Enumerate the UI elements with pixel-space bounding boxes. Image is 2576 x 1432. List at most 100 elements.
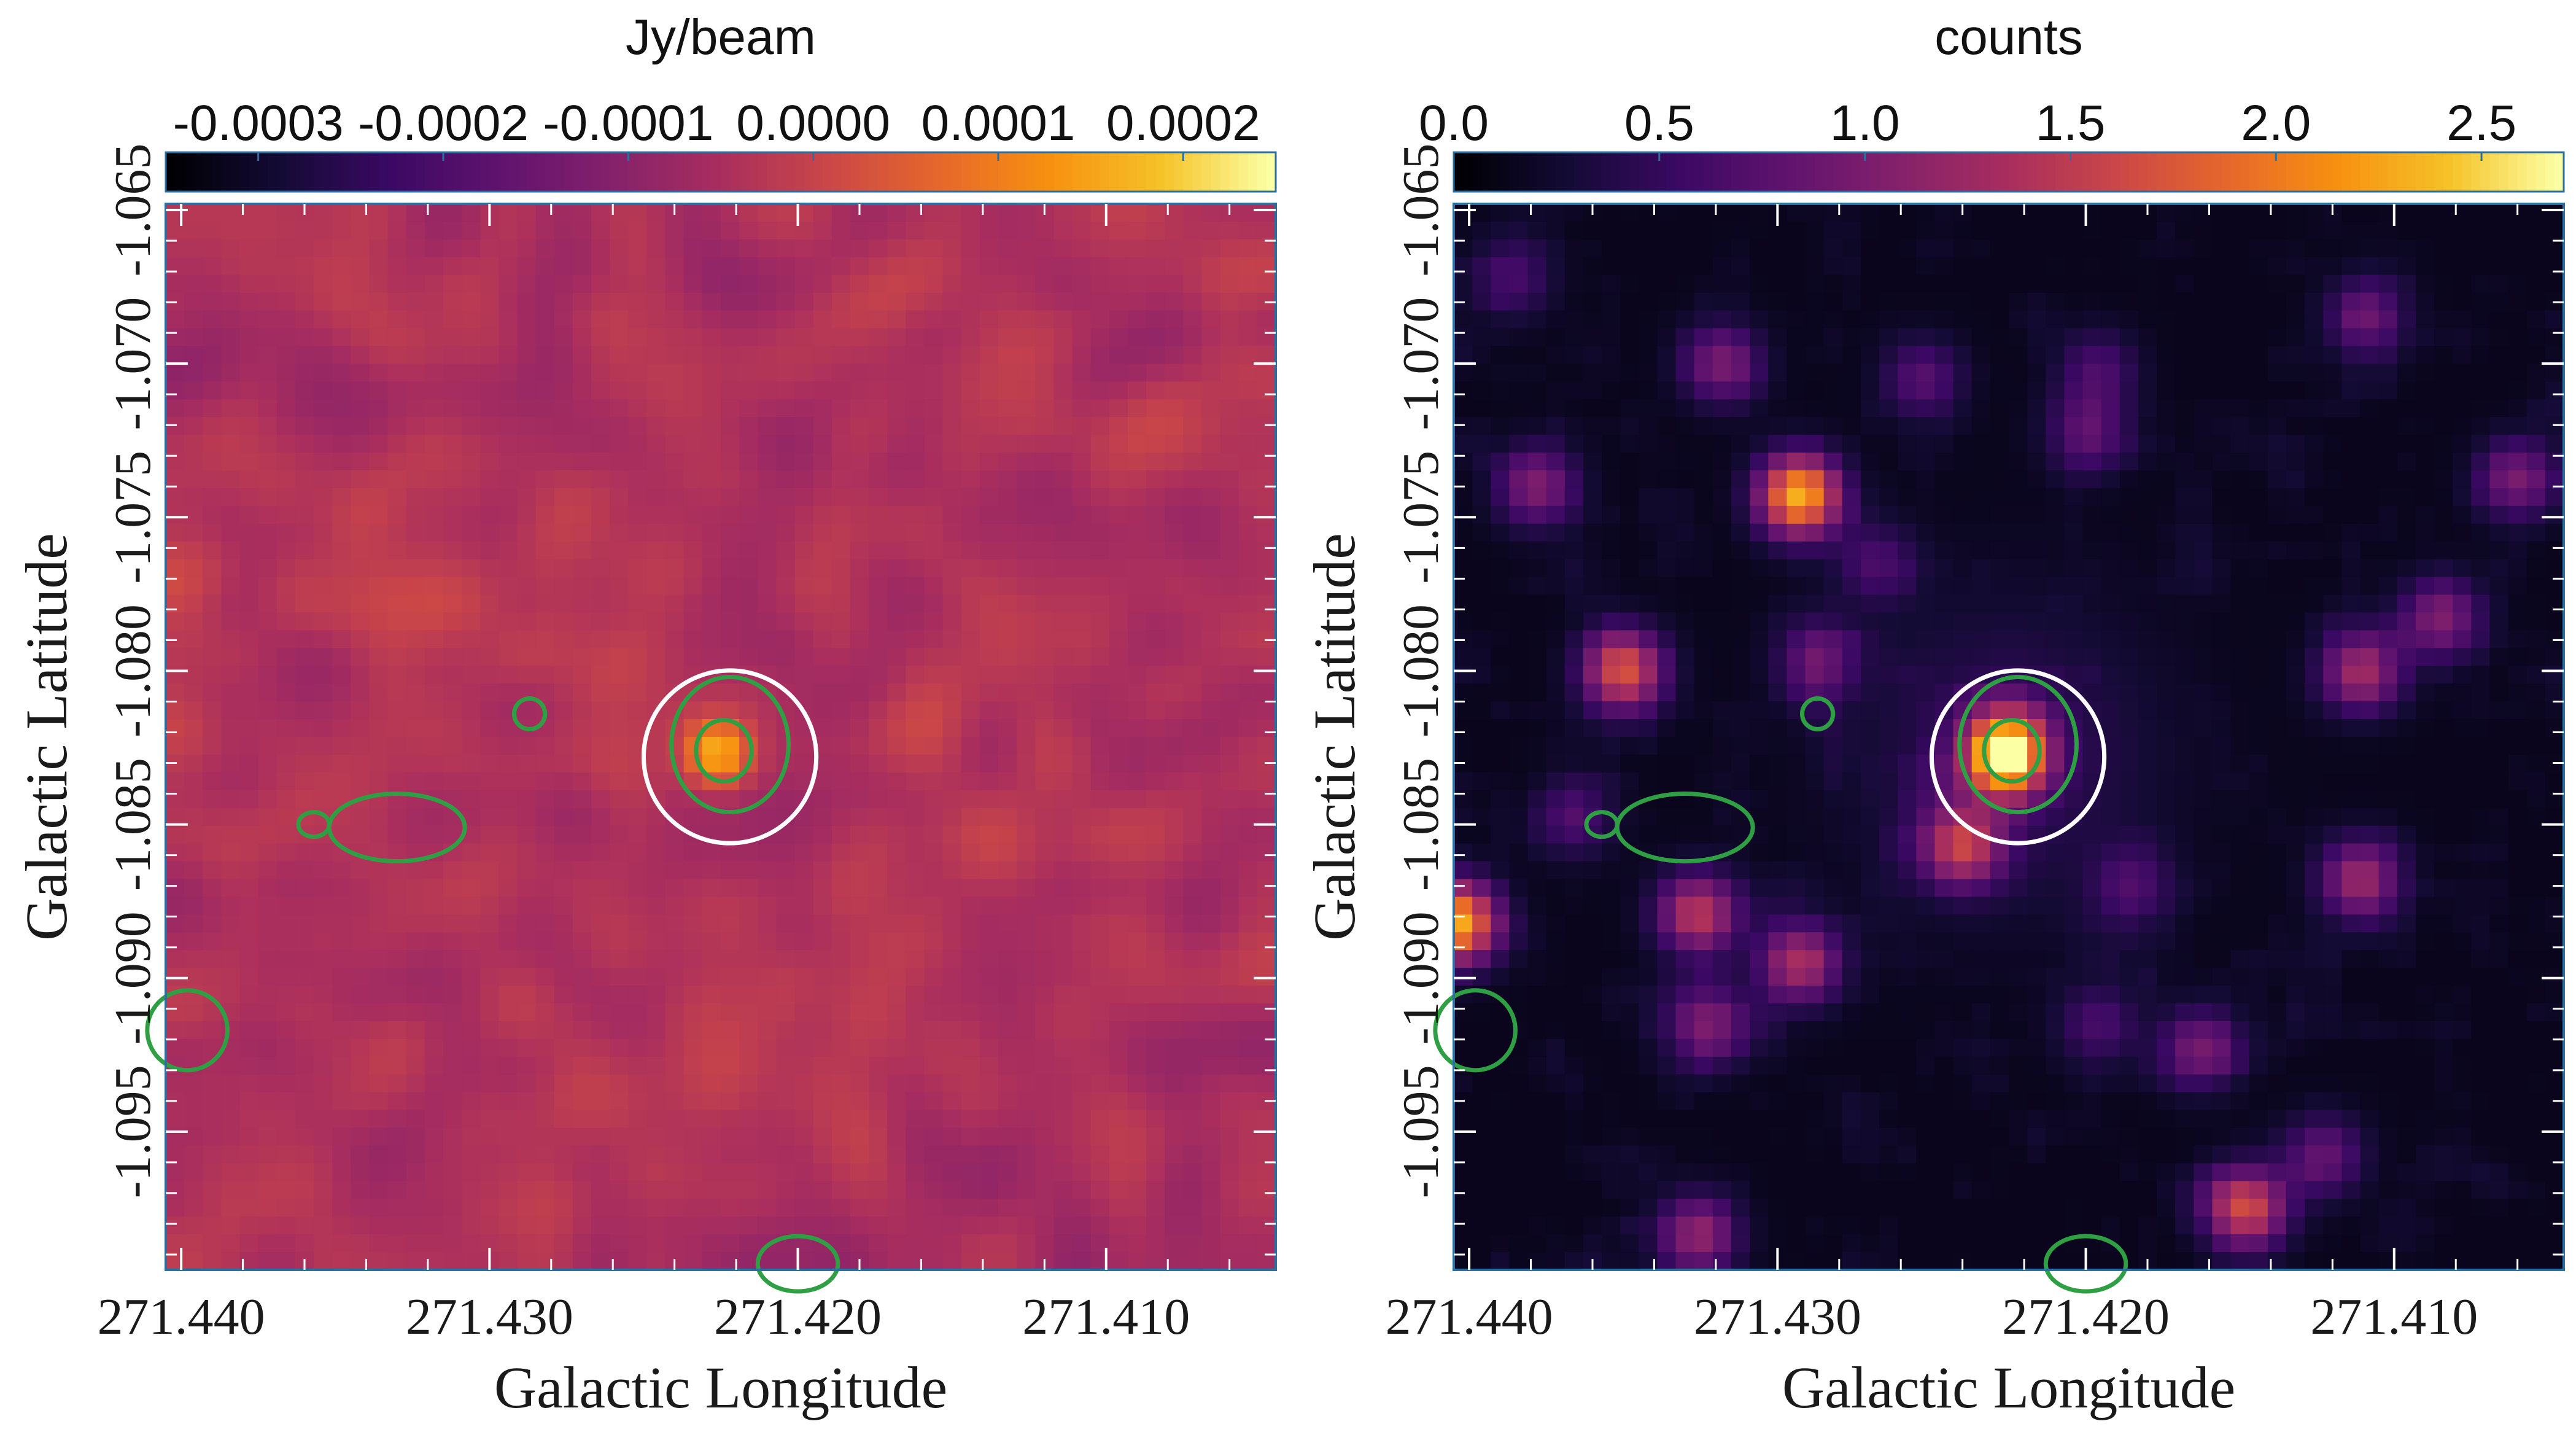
image-pixel xyxy=(221,577,241,596)
image-pixel xyxy=(813,1021,832,1040)
image-pixel xyxy=(1146,221,1165,240)
image-pixel xyxy=(794,292,814,311)
image-pixel xyxy=(942,328,962,347)
image-pixel xyxy=(683,399,703,418)
image-pixel xyxy=(1146,1003,1165,1022)
image-pixel xyxy=(1639,274,1658,294)
image-pixel xyxy=(203,204,222,222)
image-pixel xyxy=(1109,417,1128,435)
image-pixel xyxy=(1053,790,1073,809)
image-pixel xyxy=(1072,1003,1092,1022)
image-pixel xyxy=(942,1181,962,1199)
image-pixel xyxy=(462,968,481,986)
image-pixel xyxy=(1072,968,1092,986)
image-pixel xyxy=(1768,470,1787,489)
image-pixel xyxy=(184,1110,203,1129)
image-pixel xyxy=(646,968,666,986)
image-pixel xyxy=(813,1110,832,1129)
image-pixel xyxy=(295,417,314,435)
image-pixel xyxy=(906,435,925,453)
image-pixel xyxy=(184,754,203,773)
image-pixel xyxy=(850,1074,869,1093)
image-pixel xyxy=(332,1003,351,1022)
contours xyxy=(145,674,840,1294)
image-pixel xyxy=(2119,417,2139,435)
image-pixel xyxy=(1146,1127,1165,1146)
image-pixel xyxy=(462,612,481,631)
image-pixel xyxy=(1053,1199,1073,1217)
image-pixel xyxy=(554,1038,573,1057)
image-pixel xyxy=(295,968,314,986)
image-pixel xyxy=(1257,1163,1276,1181)
image-pixel xyxy=(1675,505,1695,524)
image-pixel xyxy=(850,328,869,347)
image-pixel xyxy=(369,1127,389,1146)
image-pixel xyxy=(2341,470,2361,489)
image-pixel xyxy=(813,861,832,880)
image-pixel xyxy=(462,683,481,702)
image-pixel xyxy=(276,1163,296,1181)
image-pixel xyxy=(961,932,980,951)
image-pixel xyxy=(554,274,573,294)
image-pixel xyxy=(610,417,629,435)
image-pixel xyxy=(1220,559,1240,578)
image-pixel xyxy=(1017,505,1036,524)
image-pixel xyxy=(776,505,796,524)
image-pixel xyxy=(850,488,869,507)
image-pixel xyxy=(794,470,814,489)
image-pixel xyxy=(869,435,888,453)
image-pixel xyxy=(1072,1127,1092,1146)
image-pixel xyxy=(572,1092,592,1111)
image-pixel xyxy=(979,1021,999,1040)
image-pixel xyxy=(2323,257,2342,276)
image-pixel xyxy=(1491,204,1510,222)
image-pixel xyxy=(554,505,573,524)
image-pixel xyxy=(831,1145,851,1164)
image-pixel xyxy=(850,346,869,364)
image-pixel xyxy=(1165,754,1184,773)
image-pixel xyxy=(2027,488,2046,507)
image-pixel xyxy=(1472,453,1491,471)
image-pixel xyxy=(1146,879,1165,897)
image-pixel xyxy=(942,1163,962,1181)
image-pixel xyxy=(462,221,481,240)
image-pixel xyxy=(499,435,518,453)
image-pixel xyxy=(462,470,481,489)
image-pixel xyxy=(184,1163,203,1181)
image-pixel xyxy=(1053,364,1073,382)
image-pixel xyxy=(221,1110,241,1129)
image-pixel xyxy=(1090,683,1110,702)
image-pixel xyxy=(480,754,499,773)
image-pixel xyxy=(683,470,703,489)
image-pixel xyxy=(1053,737,1073,755)
image-pixel xyxy=(351,1056,370,1075)
image-pixel xyxy=(1934,399,1954,418)
image-pixel xyxy=(184,825,203,844)
image-pixel xyxy=(776,204,796,222)
image-pixel xyxy=(1035,861,1054,880)
image-pixel xyxy=(1146,364,1165,382)
image-pixel xyxy=(443,1127,462,1146)
image-pixel xyxy=(813,879,832,897)
image-pixel xyxy=(1220,701,1240,720)
image-pixel xyxy=(462,1038,481,1057)
image-pixel xyxy=(184,772,203,791)
image-pixel xyxy=(517,861,537,880)
colorbar-segment xyxy=(166,152,176,192)
image-pixel xyxy=(1257,1056,1276,1075)
image-pixel xyxy=(906,1110,925,1129)
image-pixel xyxy=(2175,453,2194,471)
image-pixel xyxy=(295,239,314,258)
image-pixel xyxy=(683,1038,703,1057)
contour-line xyxy=(669,674,791,815)
image-pixel xyxy=(314,683,333,702)
image-pixel xyxy=(1201,1145,1221,1164)
image-pixel xyxy=(646,879,666,897)
image-pixel xyxy=(2489,204,2509,222)
image-pixel xyxy=(1127,1234,1147,1253)
image-pixel xyxy=(2453,257,2472,276)
image-pixel xyxy=(1860,435,1880,453)
image-pixel xyxy=(2434,417,2453,435)
image-pixel xyxy=(1823,523,1843,542)
image-pixel xyxy=(1657,221,1677,240)
